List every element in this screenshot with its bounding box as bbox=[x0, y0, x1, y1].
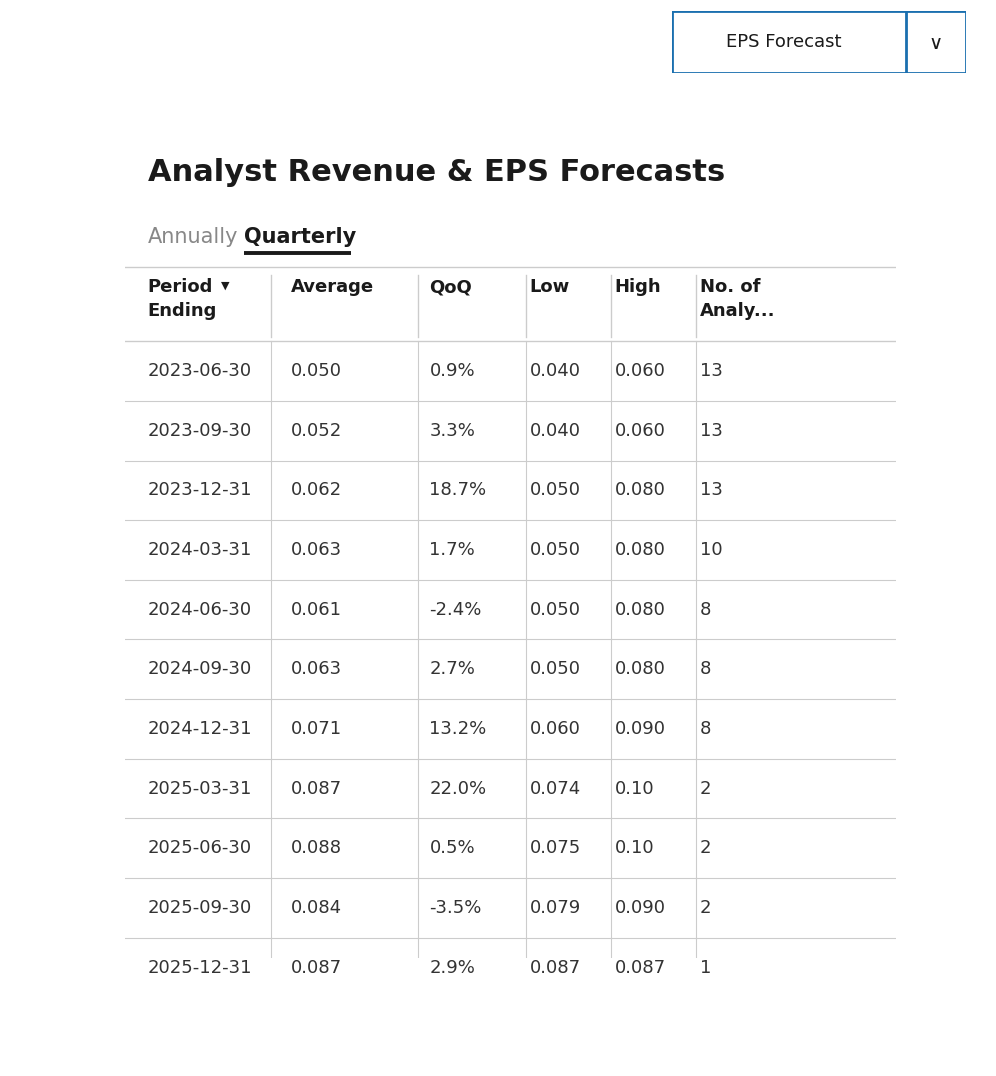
Text: 2024-09-30: 2024-09-30 bbox=[147, 661, 252, 678]
Text: 0.063: 0.063 bbox=[291, 541, 342, 560]
Text: 0.040: 0.040 bbox=[530, 362, 581, 380]
Text: 0.080: 0.080 bbox=[615, 661, 665, 678]
Text: 0.050: 0.050 bbox=[291, 362, 342, 380]
Text: Period
Ending: Period Ending bbox=[147, 279, 217, 320]
Text: 0.074: 0.074 bbox=[530, 780, 581, 797]
Text: 2023-09-30: 2023-09-30 bbox=[147, 422, 252, 440]
Text: 2: 2 bbox=[699, 780, 711, 797]
Text: Quarterly: Quarterly bbox=[244, 227, 357, 246]
Text: 2024-12-31: 2024-12-31 bbox=[147, 720, 252, 738]
Text: 0.080: 0.080 bbox=[615, 541, 665, 560]
Text: 0.087: 0.087 bbox=[615, 959, 665, 977]
Text: 2.9%: 2.9% bbox=[429, 959, 475, 977]
Text: 0.050: 0.050 bbox=[530, 600, 581, 619]
Text: 0.079: 0.079 bbox=[530, 898, 581, 917]
Text: 0.071: 0.071 bbox=[291, 720, 342, 738]
Text: 0.060: 0.060 bbox=[615, 362, 665, 380]
Text: 0.050: 0.050 bbox=[530, 661, 581, 678]
Text: 2025-06-30: 2025-06-30 bbox=[147, 839, 252, 858]
Text: 0.087: 0.087 bbox=[291, 959, 342, 977]
Text: 0.5%: 0.5% bbox=[429, 839, 475, 858]
Text: 0.050: 0.050 bbox=[530, 481, 581, 499]
Text: 1.7%: 1.7% bbox=[429, 541, 475, 560]
Text: 2.7%: 2.7% bbox=[429, 661, 475, 678]
Text: QoQ: QoQ bbox=[429, 279, 472, 296]
Text: 0.087: 0.087 bbox=[530, 959, 581, 977]
Text: 0.060: 0.060 bbox=[615, 422, 665, 440]
Text: 2: 2 bbox=[699, 898, 711, 917]
Text: Low: Low bbox=[530, 279, 570, 296]
Text: 0.090: 0.090 bbox=[615, 898, 665, 917]
Text: 0.040: 0.040 bbox=[530, 422, 581, 440]
Text: 0.063: 0.063 bbox=[291, 661, 342, 678]
Text: 0.080: 0.080 bbox=[615, 600, 665, 619]
Text: 0.052: 0.052 bbox=[291, 422, 342, 440]
Text: 0.084: 0.084 bbox=[291, 898, 342, 917]
Text: -3.5%: -3.5% bbox=[429, 898, 482, 917]
Text: 8: 8 bbox=[699, 661, 711, 678]
Text: ∨: ∨ bbox=[928, 33, 942, 53]
Text: 2: 2 bbox=[699, 839, 711, 858]
Text: 0.075: 0.075 bbox=[530, 839, 581, 858]
Text: Annually: Annually bbox=[147, 227, 238, 246]
Text: 0.10: 0.10 bbox=[615, 839, 654, 858]
Text: 0.060: 0.060 bbox=[530, 720, 581, 738]
Text: 2023-12-31: 2023-12-31 bbox=[147, 481, 252, 499]
Text: 13.2%: 13.2% bbox=[429, 720, 487, 738]
Text: 0.087: 0.087 bbox=[291, 780, 342, 797]
Text: 1: 1 bbox=[699, 959, 711, 977]
Text: 2025-12-31: 2025-12-31 bbox=[147, 959, 252, 977]
Text: -2.4%: -2.4% bbox=[429, 600, 482, 619]
Text: High: High bbox=[615, 279, 661, 296]
Text: 0.088: 0.088 bbox=[291, 839, 342, 858]
Text: 13: 13 bbox=[699, 362, 722, 380]
FancyBboxPatch shape bbox=[672, 11, 966, 73]
Text: 8: 8 bbox=[699, 720, 711, 738]
Text: 2023-06-30: 2023-06-30 bbox=[147, 362, 252, 380]
Text: ▼: ▼ bbox=[221, 281, 229, 291]
Text: 2025-09-30: 2025-09-30 bbox=[147, 898, 252, 917]
Text: 0.061: 0.061 bbox=[291, 600, 342, 619]
Text: 2024-03-31: 2024-03-31 bbox=[147, 541, 252, 560]
Text: No. of
Analy...: No. of Analy... bbox=[699, 279, 775, 320]
Text: 3.3%: 3.3% bbox=[429, 422, 475, 440]
Text: 0.062: 0.062 bbox=[291, 481, 342, 499]
Text: 0.090: 0.090 bbox=[615, 720, 665, 738]
Text: Average: Average bbox=[291, 279, 374, 296]
Text: 2025-03-31: 2025-03-31 bbox=[147, 780, 252, 797]
Text: 13: 13 bbox=[699, 481, 722, 499]
Text: 0.10: 0.10 bbox=[615, 780, 654, 797]
Text: Analyst Revenue & EPS Forecasts: Analyst Revenue & EPS Forecasts bbox=[147, 158, 725, 187]
Text: 13: 13 bbox=[699, 422, 722, 440]
Text: 8: 8 bbox=[699, 600, 711, 619]
Text: 18.7%: 18.7% bbox=[429, 481, 486, 499]
Text: 10: 10 bbox=[699, 541, 722, 560]
Text: 2024-06-30: 2024-06-30 bbox=[147, 600, 252, 619]
Text: EPS Forecast: EPS Forecast bbox=[726, 33, 842, 51]
Text: 0.050: 0.050 bbox=[530, 541, 581, 560]
Text: 22.0%: 22.0% bbox=[429, 780, 486, 797]
Text: 0.080: 0.080 bbox=[615, 481, 665, 499]
Text: 0.9%: 0.9% bbox=[429, 362, 475, 380]
